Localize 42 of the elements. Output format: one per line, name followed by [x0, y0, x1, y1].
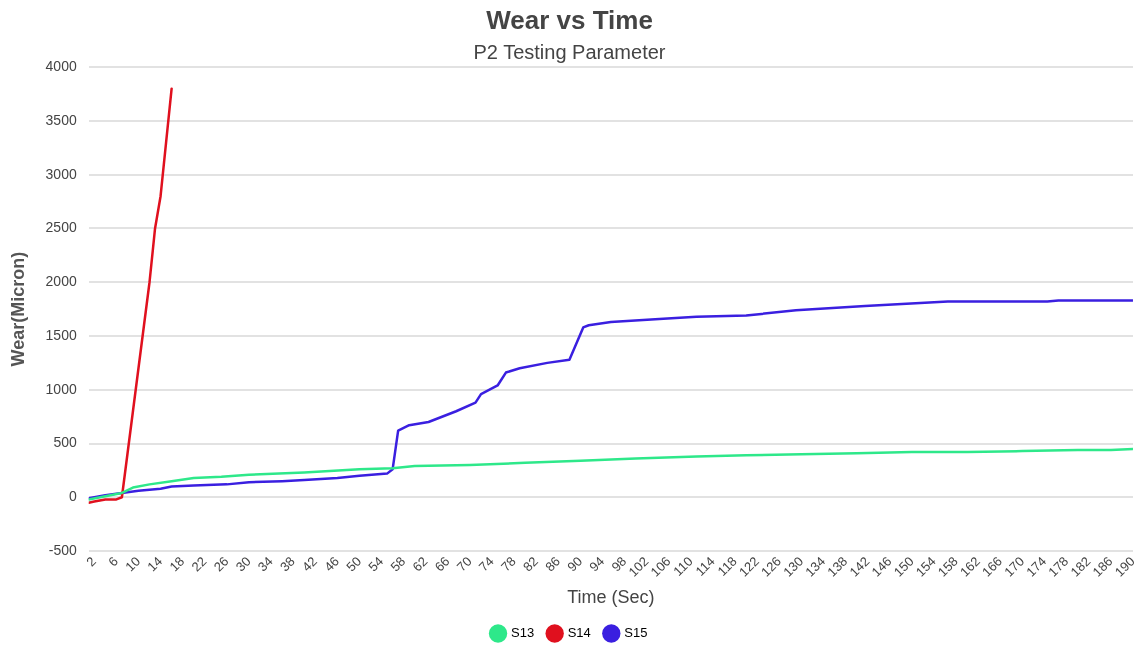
legend-label: S15	[624, 625, 648, 641]
x-tick-label: 90	[564, 553, 586, 575]
x-tick-label: 46	[321, 553, 343, 575]
x-tick-label: 58	[387, 553, 409, 575]
y-tick-label: 0	[68, 488, 77, 505]
x-tick-label: 78	[497, 553, 519, 575]
x-tick-label: 10	[122, 553, 144, 575]
x-tick-label: 42	[299, 553, 320, 575]
y-tick-label: 1000	[45, 380, 77, 397]
x-tick-label: 6	[105, 553, 122, 570]
y-tick-label: 2000	[45, 273, 77, 290]
x-tick-label: 2	[83, 553, 99, 570]
x-tick-label: 82	[520, 553, 541, 575]
y-tick-label: 500	[53, 434, 77, 451]
y-tick-label: 1500	[45, 326, 77, 343]
x-tick-label: 34	[254, 553, 276, 575]
x-tick-label: 70	[453, 553, 475, 575]
y-tick-label: -500	[48, 541, 77, 558]
x-tick-label: 54	[365, 553, 387, 575]
legend-label: S14	[567, 625, 591, 641]
legend-label: S13	[511, 625, 535, 641]
x-tick-label: 50	[343, 553, 365, 575]
x-tick-label: 30	[232, 553, 254, 575]
x-tick-label: 74	[475, 553, 497, 575]
chart-title: Wear vs Time	[486, 4, 653, 35]
x-tick-label: 94	[586, 553, 608, 575]
x-tick-label: 14	[144, 553, 166, 575]
y-tick-label: 3500	[45, 111, 77, 128]
y-tick-label: 4000	[45, 58, 77, 75]
y-axis-title: Wear(Micron)	[7, 251, 28, 367]
x-axis-title: Time (Sec)	[567, 587, 655, 608]
x-tick-label: 18	[166, 553, 188, 575]
y-tick-label: 3000	[45, 165, 77, 182]
x-tick-label: 86	[542, 553, 564, 575]
x-tick-label: 66	[431, 553, 453, 575]
x-tick-label: 62	[409, 553, 431, 575]
y-tick-label: 2500	[45, 219, 77, 236]
chart-subtitle: P2 Testing Parameter	[473, 40, 666, 63]
x-tick-label: 38	[276, 553, 298, 575]
x-tick-label: 22	[188, 553, 210, 575]
x-tick-label: 190	[1111, 553, 1138, 580]
x-tick-label: 26	[210, 553, 232, 575]
